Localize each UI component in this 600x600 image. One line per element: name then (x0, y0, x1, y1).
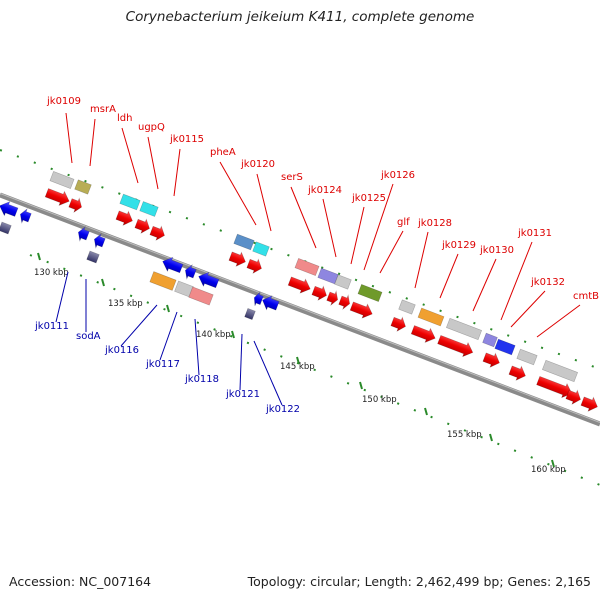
forward-gene-label[interactable]: jk0120 (240, 159, 275, 170)
gene-glyph[interactable] (149, 223, 167, 242)
reverse-gene-label[interactable]: sodA (76, 331, 101, 342)
forward-gene-label[interactable]: jk0109 (46, 96, 81, 107)
gene-glyph[interactable] (68, 196, 85, 214)
gene-glyph[interactable] (44, 186, 72, 209)
gene-glyph[interactable] (398, 299, 416, 315)
gene-glyph[interactable] (246, 256, 264, 275)
gene-glyph[interactable] (541, 359, 579, 383)
forward-gene-label[interactable]: jk0124 (307, 185, 342, 196)
gene-glyph[interactable] (76, 225, 91, 243)
gene-glyph[interactable] (326, 289, 341, 307)
gene-glyph[interactable] (0, 221, 12, 235)
forward-gene-label[interactable]: jk0128 (417, 218, 452, 229)
reverse-gene-label[interactable]: jk0122 (265, 404, 300, 415)
gene-glyph[interactable] (482, 332, 498, 348)
gene-glyph[interactable] (119, 193, 141, 211)
gene-glyph[interactable] (311, 283, 329, 302)
gene-glyph[interactable] (482, 350, 502, 370)
gene-glyph[interactable] (516, 348, 538, 366)
gene-glyph[interactable] (86, 250, 100, 264)
gene-glyph[interactable] (252, 241, 270, 257)
gene-glyph[interactable] (49, 171, 75, 189)
gene-glyph[interactable] (565, 387, 583, 406)
gene-glyph[interactable] (134, 216, 152, 235)
gene-glyph[interactable] (445, 317, 483, 341)
genome-backbone (0, 192, 600, 427)
gene-glyph[interactable] (228, 249, 248, 269)
gene-glyph[interactable] (334, 274, 352, 290)
gene-glyph[interactable] (115, 208, 135, 228)
gene-glyph[interactable] (494, 338, 516, 356)
gene-glyph[interactable] (92, 232, 107, 250)
forward-gene-label[interactable]: jk0126 (380, 170, 415, 181)
gene-glyph[interactable] (139, 201, 159, 217)
gene-glyph[interactable] (390, 314, 408, 333)
gene-glyph[interactable] (437, 333, 476, 360)
gene-glyph[interactable] (160, 254, 184, 275)
scale-tick-label: 155 kbp (447, 430, 482, 440)
reverse-gene-label[interactable]: jk0117 (145, 359, 180, 370)
reverse-gene-label[interactable]: jk0116 (104, 345, 139, 356)
gene-glyph[interactable] (287, 274, 313, 296)
scale-tick-label: 140 kbp (196, 330, 231, 340)
gene-glyph[interactable] (18, 207, 33, 225)
forward-gene-label[interactable]: jk0131 (517, 228, 552, 239)
forward-gene-label[interactable]: pheA (210, 147, 236, 158)
gene-glyph[interactable] (244, 307, 256, 321)
gene-glyph[interactable] (317, 267, 339, 285)
forward-gene-label[interactable]: serS (281, 172, 303, 183)
forward-gene-label[interactable]: jk0115 (169, 134, 204, 145)
topology-text: Topology: circular; Length: 2,462,499 bp… (247, 574, 591, 589)
gene-glyph[interactable] (410, 323, 438, 346)
forward-gene-label[interactable]: jk0132 (530, 277, 565, 288)
gene-glyph[interactable] (357, 284, 383, 302)
forward-gene-label[interactable]: jk0129 (441, 240, 476, 251)
gene-glyph[interactable] (260, 293, 280, 313)
gene-glyph[interactable] (196, 269, 220, 290)
gene-glyph[interactable] (580, 394, 600, 414)
gene-glyph[interactable] (294, 258, 320, 276)
forward-gene-label[interactable]: jk0125 (351, 193, 386, 204)
gene-glyph[interactable] (183, 263, 198, 281)
forward-gene-label[interactable]: msrA (90, 104, 116, 115)
gene-glyph[interactable] (149, 271, 177, 291)
gene-glyph[interactable] (74, 179, 92, 195)
gene-glyph[interactable] (338, 293, 353, 311)
forward-gene-label[interactable]: jk0130 (479, 245, 514, 256)
reverse-gene-label[interactable]: jk0111 (34, 321, 69, 332)
gene-glyph[interactable] (252, 291, 265, 308)
gene-glyph[interactable] (508, 363, 528, 383)
reverse-gene-label[interactable]: jk0121 (225, 389, 260, 400)
accession-text: Accession: NC_007164 (9, 574, 152, 589)
gene-glyph[interactable] (233, 233, 255, 251)
scale-tick-label: 150 kbp (362, 395, 397, 405)
map-title: Corynebacterium jeikeium K411, complete … (125, 9, 475, 25)
gene-glyph[interactable] (536, 374, 575, 401)
forward-gene-label[interactable]: cmtB (573, 291, 599, 302)
scale-tick-label: 135 kbp (108, 299, 143, 309)
gene-glyph[interactable] (188, 286, 214, 306)
scale-tick-label: 145 kbp (280, 362, 315, 372)
forward-gene-label[interactable]: ldh (117, 113, 132, 124)
scale-tick-label: 130 kbp (34, 268, 69, 278)
forward-gene-label[interactable]: glf (397, 217, 410, 228)
gene-glyph[interactable] (0, 199, 19, 219)
reverse-gene-label[interactable]: jk0118 (184, 374, 219, 385)
scale-tick-label: 160 kbp (531, 465, 566, 475)
gene-glyph[interactable] (349, 299, 375, 321)
forward-gene-label[interactable]: ugpQ (138, 122, 165, 133)
gene-glyph[interactable] (417, 307, 445, 327)
